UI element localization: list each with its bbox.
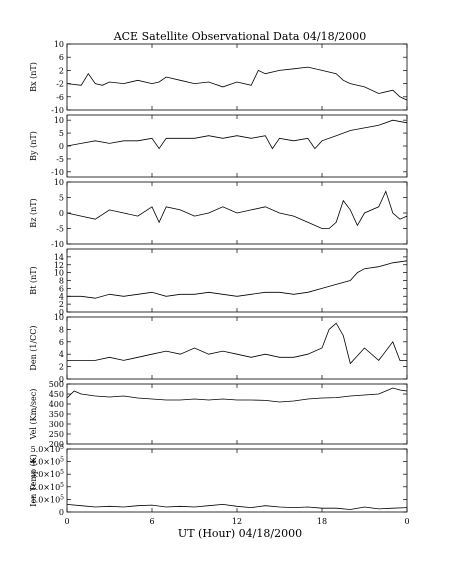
y-tick-label: 10 [54,116,64,125]
y-tick-label: 0 [59,375,64,384]
y-tick-label: 450 [49,390,64,399]
y-tick-label: 10 [54,178,64,187]
data-line [66,190,408,229]
y-tick-label: 500 [49,380,64,389]
x-tick-label: 0 [404,517,409,526]
y-tick-label: 0 [59,308,64,317]
y-tick-label: -5 [56,225,64,234]
y-tick-label: 10 [54,313,64,322]
panel-frame [66,316,408,380]
data-line [67,322,407,365]
y-tick-label: -2 [56,80,64,89]
y-tick-label: 1.0×105 [31,494,65,504]
panel-7: 5.0×105 4.0×105 3.0×105 2.0×105 1.0×105 0 Ion … [29,444,408,517]
y-tick-label: 4.0×105 [31,457,65,467]
y-tick-label: 10 [54,269,64,278]
y-tick-label: 2.0×105 [31,482,65,492]
data-line [66,66,408,101]
y-tick-label: 14 [54,253,64,262]
y-axis-label: By (nT) [29,131,38,161]
y-tick-label: 10 [54,40,64,49]
x-axis-label: UT (Hour) 04/18/2000 [178,527,302,540]
y-tick-label: 8 [59,325,64,334]
y-axis-label: Den (1/CC) [29,325,38,370]
y-tick-label: -10 [51,106,64,115]
x-tick-label: 6 [149,517,154,526]
y-tick-label: 6 [59,284,64,293]
y-axis-label: Bx (nT) [29,62,38,92]
y-tick-label: 3.0×105 [31,469,65,479]
panel-frame [66,383,408,445]
y-axis-label: Bt (nT) [29,266,38,294]
y-tick-label: 0 [59,142,64,151]
x-tick-label: 18 [317,517,327,526]
panel-3: 10 5 0 -5 -10 Bz (nT) [29,178,408,249]
panel-1: 10 6 2 -2 -6 -10 Bx (nT) [29,40,408,115]
data-line [67,260,408,299]
x-tick-label: 0 [64,517,69,526]
y-tick-label: -5 [56,155,64,164]
y-tick-label: 2 [59,363,64,372]
y-tick-label: 6 [59,338,64,347]
y-tick-label: 4 [59,292,64,301]
panel-frame [66,114,408,178]
panel-frame [66,448,408,513]
y-tick-label: 400 [49,400,64,409]
data-line [66,503,408,510]
y-tick-label: 4 [59,350,64,359]
data-line [66,387,408,403]
y-tick-label: 5.0×105 [31,444,65,454]
y-tick-label: -10 [51,168,64,177]
chart-panels: 10 6 2 -2 -6 -10 Bx (nT) 10 5 0 -5 -10 By (nT) 10 5 0 -5… [29,40,408,517]
chart-title: ACE Satellite Observational Data 04/18/2… [113,30,367,43]
y-tick-label: 350 [49,410,64,419]
y-axis-label: Vel (Km/sec) [29,389,38,441]
y-tick-label: -10 [51,240,64,249]
y-tick-label: 2 [59,66,64,75]
data-line [66,119,408,150]
y-tick-label: 5 [59,194,64,203]
panel-frame [66,43,408,111]
y-tick-label: 12 [54,261,64,270]
y-axis-label: Bz (nT) [29,198,38,227]
y-tick-label: 5 [59,129,64,138]
x-tick-label: 12 [232,517,242,526]
y-tick-label: 8 [59,277,64,286]
y-tick-label: 0 [59,508,64,517]
panel-2: 10 5 0 -5 -10 By (nT) [29,114,408,178]
y-tick-label: 300 [49,420,64,429]
y-tick-label: 2 [59,300,64,309]
y-axis-label: Ion Temp (K) [29,454,38,507]
y-tick-label: 250 [49,430,64,439]
y-tick-label: 0 [59,209,64,218]
panel-frame [66,248,408,313]
y-tick-label: 6 [59,53,64,62]
panel-5: 10 8 6 4 2 0 Den (1/CC) [29,313,408,384]
y-tick-label: 200 [49,440,64,449]
y-tick-label: -6 [56,93,64,102]
